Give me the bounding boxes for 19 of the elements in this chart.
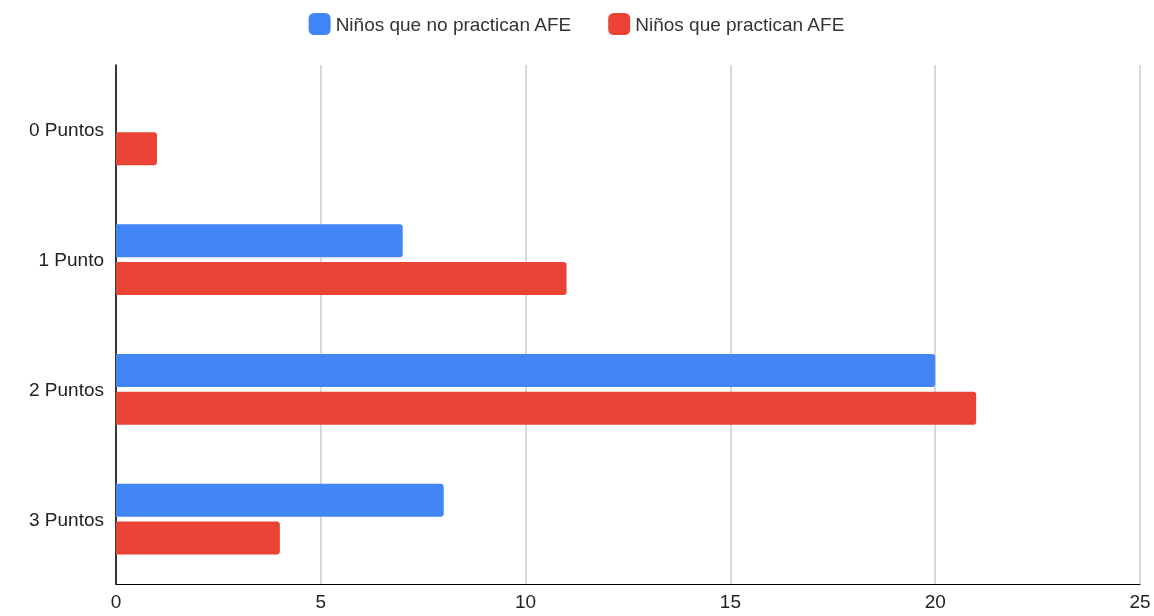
y-tick-label: 2 Puntos bbox=[29, 378, 104, 400]
y-tick-label: 0 Puntos bbox=[29, 119, 104, 141]
legend-label: Niños que practican AFE bbox=[635, 13, 845, 35]
x-tick-label: 10 bbox=[515, 591, 537, 612]
x-tick-label: 20 bbox=[924, 591, 946, 612]
x-tick-label: 5 bbox=[315, 591, 327, 612]
legend-label: Niños que no practican AFE bbox=[335, 13, 572, 35]
y-tick-label: 3 Puntos bbox=[29, 508, 104, 530]
x-tick-label: 0 bbox=[110, 591, 122, 612]
bar bbox=[116, 224, 403, 258]
x-tick-label: 15 bbox=[719, 591, 741, 612]
bar bbox=[116, 262, 567, 296]
bar bbox=[116, 521, 280, 555]
x-tick-label: 25 bbox=[1129, 591, 1151, 612]
bar bbox=[116, 483, 444, 517]
bar bbox=[116, 353, 936, 387]
bar bbox=[116, 391, 977, 425]
y-tick-label: 1 Punto bbox=[38, 249, 104, 271]
bar bbox=[116, 132, 157, 166]
